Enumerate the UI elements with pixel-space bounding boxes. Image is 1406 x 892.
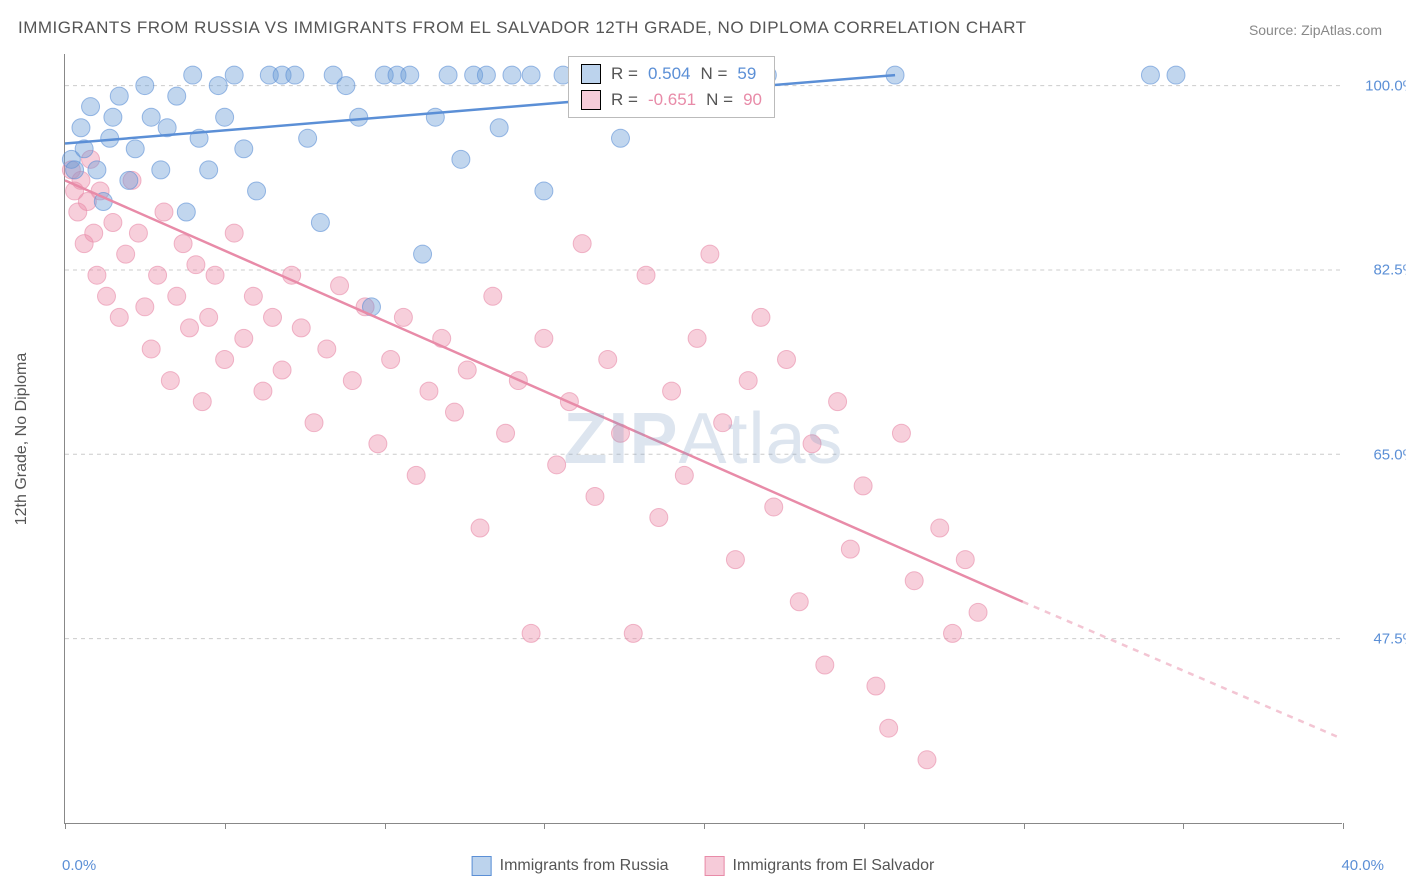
n-label: N = bbox=[706, 87, 733, 113]
legend-item-russia: Immigrants from Russia bbox=[472, 856, 669, 876]
r-label: R = bbox=[611, 87, 638, 113]
n-value-russia: 59 bbox=[737, 61, 756, 87]
x-tick bbox=[864, 823, 865, 829]
x-tick bbox=[65, 823, 66, 829]
swatch-pink-icon bbox=[581, 90, 601, 110]
legend-label-russia: Immigrants from Russia bbox=[500, 857, 669, 875]
y-tick-label: 82.5% bbox=[1352, 262, 1406, 279]
n-label: N = bbox=[700, 61, 727, 87]
legend-item-elsalvador: Immigrants from El Salvador bbox=[705, 856, 935, 876]
n-value-elsalvador: 90 bbox=[743, 87, 762, 113]
x-tick bbox=[704, 823, 705, 829]
source-attribution: Source: ZipAtlas.com bbox=[1249, 22, 1382, 38]
scatter-svg bbox=[65, 54, 1342, 823]
y-tick-label: 65.0% bbox=[1352, 446, 1406, 463]
chart-title: IMMIGRANTS FROM RUSSIA VS IMMIGRANTS FRO… bbox=[18, 18, 1027, 38]
y-tick-label: 100.0% bbox=[1352, 77, 1406, 94]
swatch-blue-icon bbox=[472, 856, 492, 876]
swatch-pink-icon bbox=[705, 856, 725, 876]
x-tick bbox=[1024, 823, 1025, 829]
y-tick-label: 47.5% bbox=[1352, 631, 1406, 648]
r-value-elsalvador: -0.651 bbox=[648, 87, 696, 113]
r-value-russia: 0.504 bbox=[648, 61, 691, 87]
x-tick bbox=[544, 823, 545, 829]
x-tick bbox=[1343, 823, 1344, 829]
swatch-blue-icon bbox=[581, 64, 601, 84]
x-axis-min-label: 0.0% bbox=[62, 857, 96, 874]
r-label: R = bbox=[611, 61, 638, 87]
y-axis-label: 12th Grade, No Diploma bbox=[13, 353, 31, 526]
x-tick bbox=[385, 823, 386, 829]
x-tick bbox=[225, 823, 226, 829]
plot-area: 100.0%82.5%65.0%47.5% ZIPAtlas bbox=[64, 54, 1342, 824]
x-tick bbox=[1183, 823, 1184, 829]
legend: Immigrants from Russia Immigrants from E… bbox=[472, 856, 935, 876]
legend-label-elsalvador: Immigrants from El Salvador bbox=[733, 857, 935, 875]
stats-row-russia: R = 0.504 N = 59 bbox=[581, 61, 762, 87]
correlation-stats-box: R = 0.504 N = 59 R = -0.651 N = 90 bbox=[568, 56, 775, 118]
x-axis-max-label: 40.0% bbox=[1341, 857, 1384, 874]
stats-row-elsalvador: R = -0.651 N = 90 bbox=[581, 87, 762, 113]
